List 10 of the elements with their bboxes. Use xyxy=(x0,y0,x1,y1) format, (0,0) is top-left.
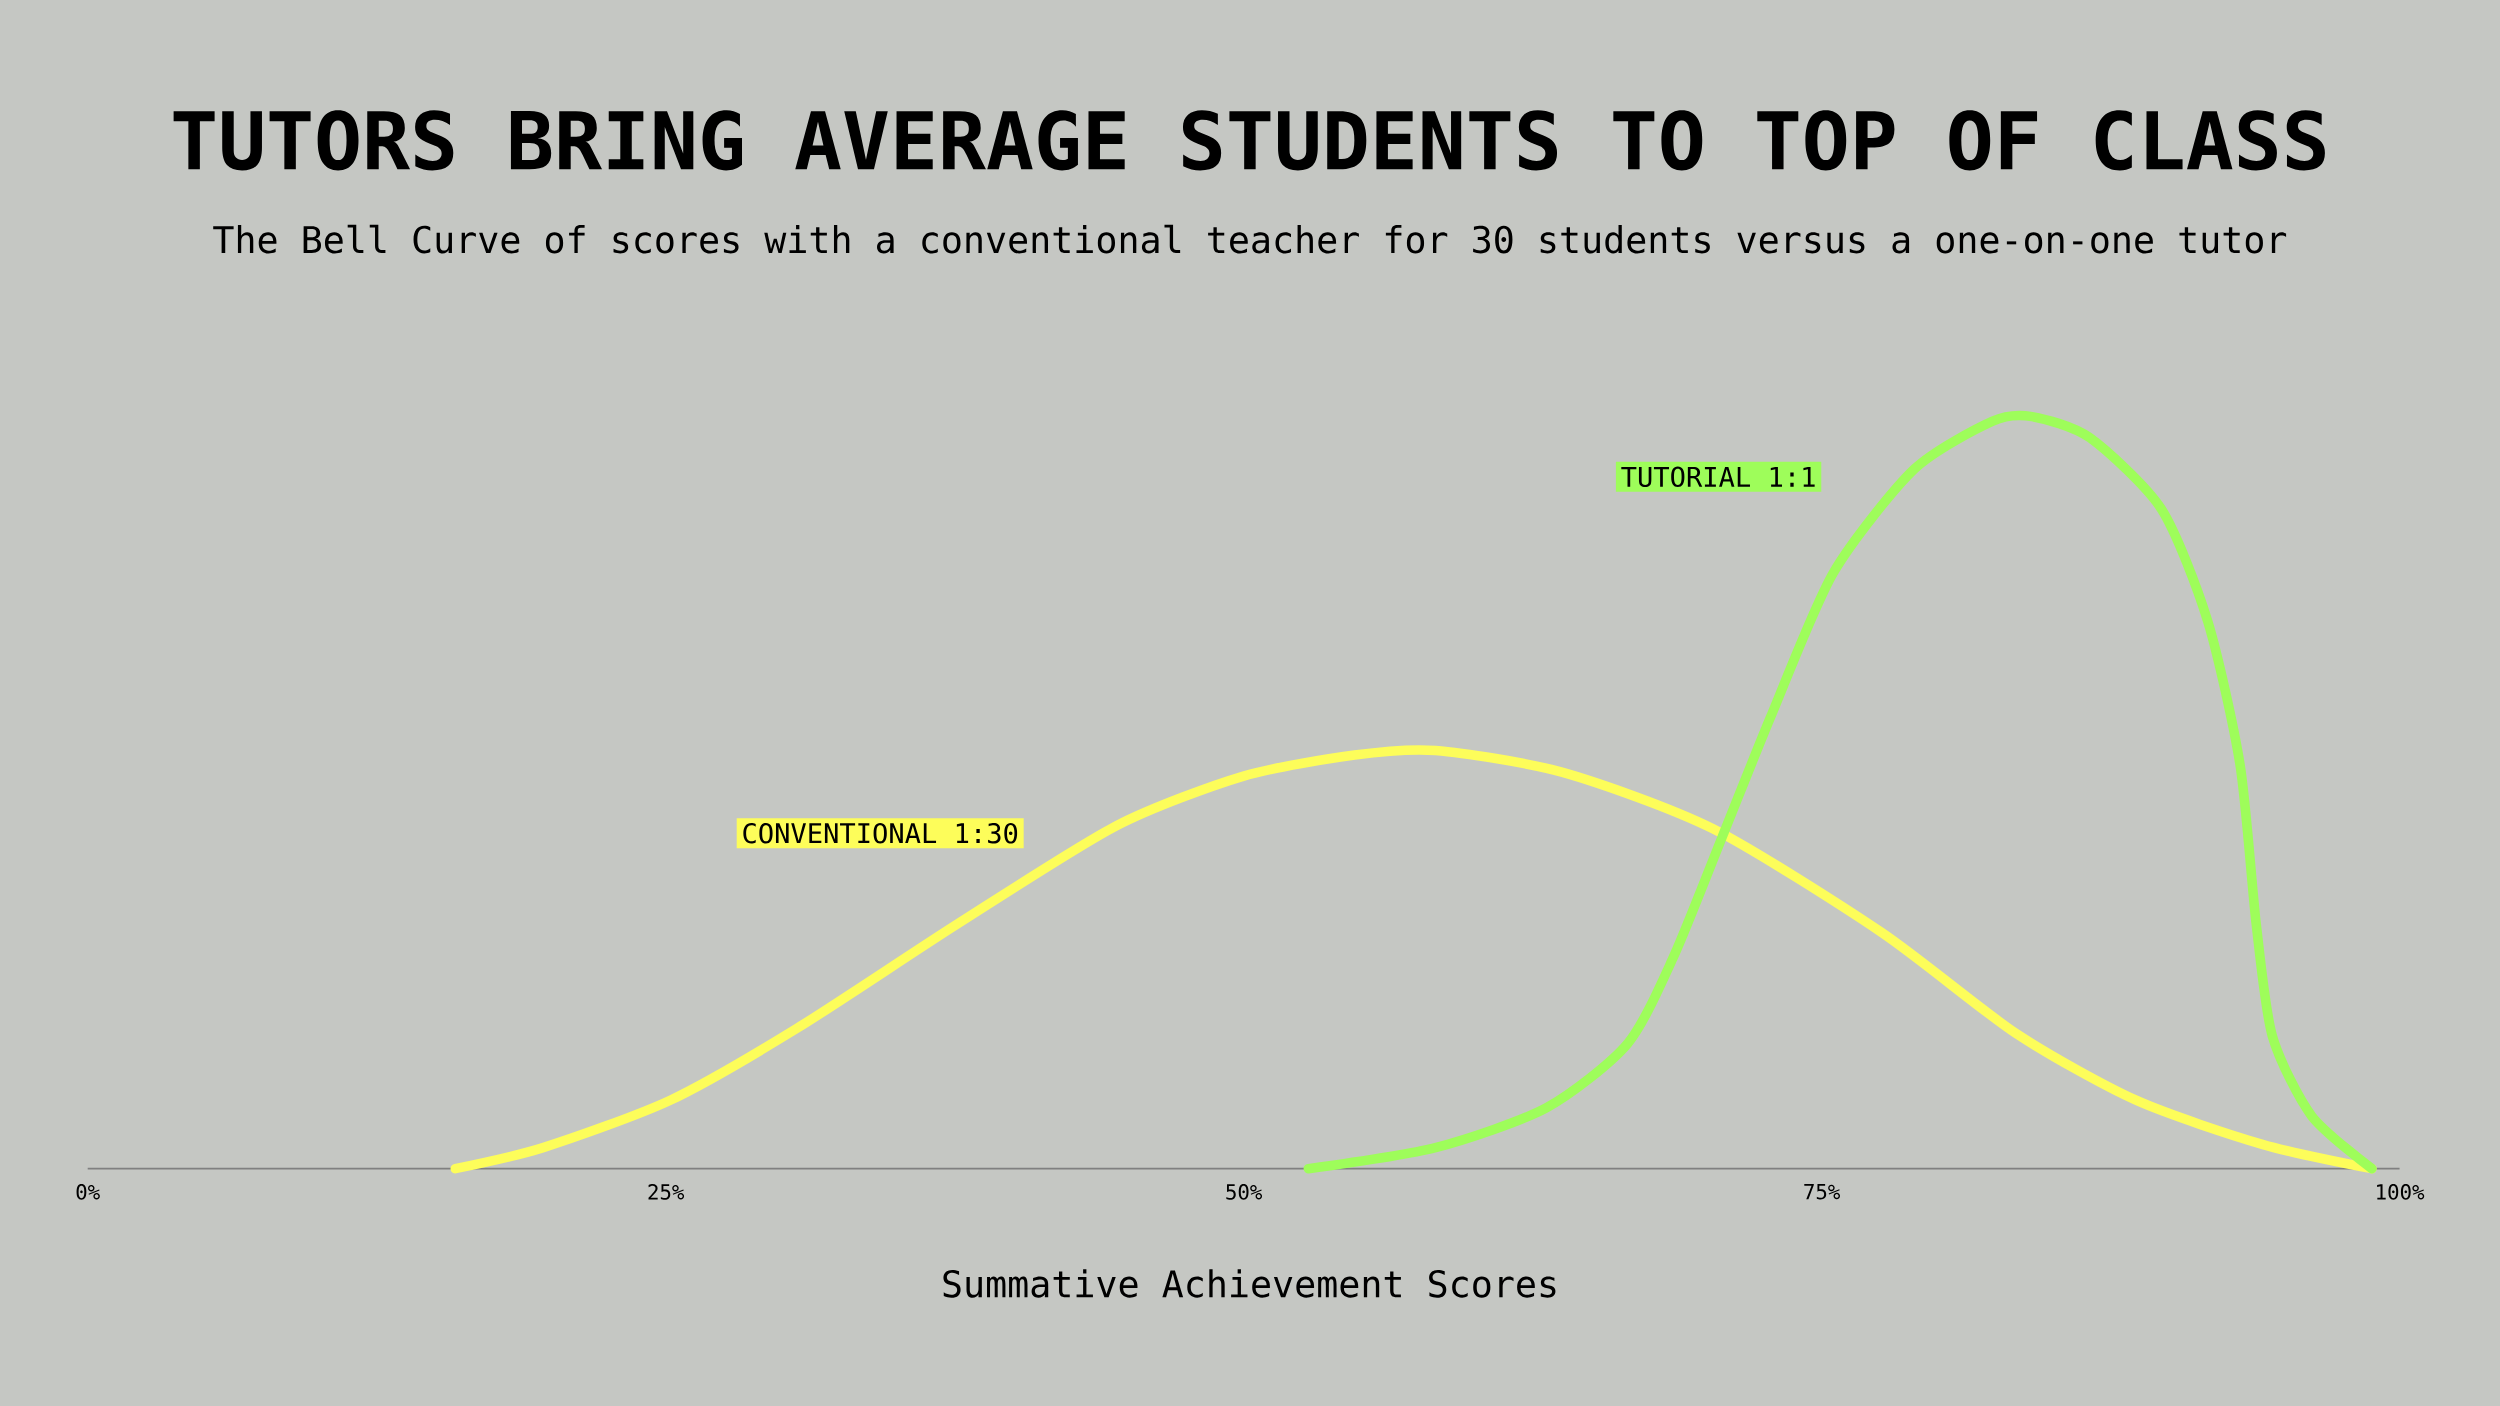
x-tick-label: 75% xyxy=(1804,1183,1840,1200)
chart-subtitle: The Bell Curve of scores with a conventional teacher for 30 students versus a one-on-one tutor xyxy=(213,224,2287,254)
x-tick-label: 25% xyxy=(648,1183,685,1200)
x-tick-label: 0% xyxy=(76,1183,100,1200)
x-tick-label: 50% xyxy=(1226,1183,1263,1200)
x-tick-label: 100% xyxy=(2377,1183,2425,1200)
series-label: CONVENTIONAL 1:30 xyxy=(743,822,1018,844)
chart-title: TUTORS BRING AVERAGE STUDENTS TO TOP OF CLASS xyxy=(173,110,2325,171)
x-axis-title: Summative Achievement Scores xyxy=(943,1269,1556,1298)
text: TUTORIAL 1:1 xyxy=(1621,466,1815,487)
